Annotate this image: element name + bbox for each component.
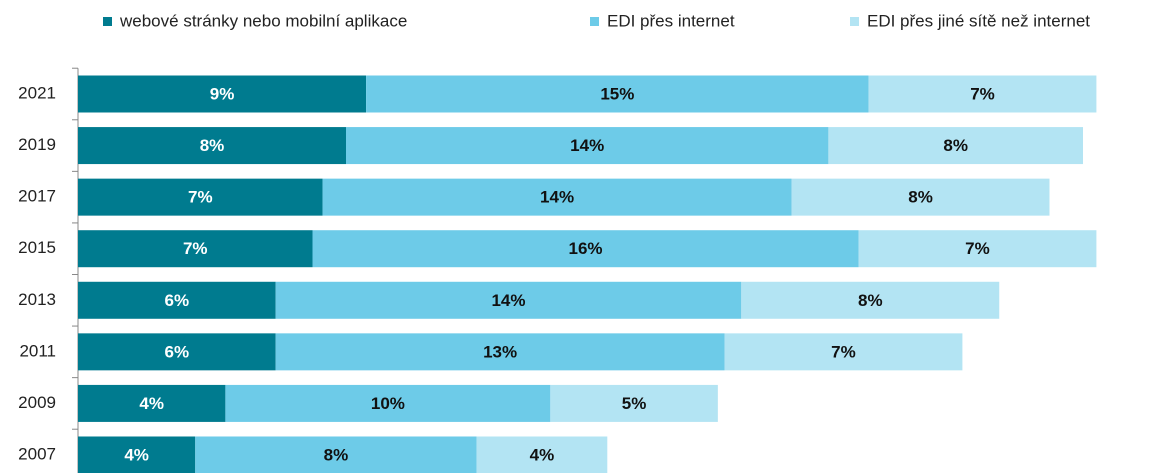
value-label: 7%: [970, 84, 995, 103]
bar-segment: [275, 281, 742, 319]
legend-label: EDI přes internet: [607, 11, 735, 30]
bar-segment: [858, 230, 1097, 268]
value-label: 14%: [570, 136, 604, 155]
bar-segment: [741, 281, 1000, 319]
legend-swatch: [590, 17, 599, 26]
y-tick-label: 2007: [18, 444, 56, 463]
bar-segment: [78, 75, 367, 113]
legend-swatch: [103, 17, 112, 26]
value-label: 7%: [831, 342, 856, 361]
value-label: 6%: [165, 342, 190, 361]
bar-segment: [476, 436, 608, 473]
bar-segment: [78, 436, 196, 473]
value-label: 4%: [124, 445, 149, 464]
y-tick-label: 2015: [18, 238, 56, 257]
y-tick-label: 2019: [18, 135, 56, 154]
value-label: 8%: [908, 188, 933, 207]
bar-segment: [78, 230, 313, 268]
bar-segment: [322, 178, 792, 216]
bar-segment: [78, 178, 323, 216]
value-label: 9%: [210, 84, 235, 103]
value-label: 5%: [622, 394, 647, 413]
legend-label: webové stránky nebo mobilní aplikace: [119, 11, 407, 30]
legend-label: EDI přes jiné sítě než internet: [867, 11, 1090, 30]
bar-segment: [78, 281, 276, 319]
bar-segment: [791, 178, 1050, 216]
bar-segment: [868, 75, 1097, 113]
bar-segment: [312, 230, 859, 268]
bar-segment: [275, 333, 725, 371]
y-tick-label: 2013: [18, 290, 56, 309]
value-label: 6%: [165, 291, 190, 310]
value-label: 14%: [491, 291, 525, 310]
bar-segment: [78, 333, 276, 371]
bar-segment: [225, 384, 551, 422]
bar-segment: [724, 333, 963, 371]
value-label: 8%: [858, 291, 883, 310]
y-tick-label: 2021: [18, 83, 56, 102]
value-label: 4%: [139, 394, 164, 413]
bar-segment: [828, 127, 1083, 165]
bar-segment: [78, 127, 346, 165]
value-label: 14%: [540, 188, 574, 207]
value-label: 8%: [943, 136, 968, 155]
value-label: 7%: [965, 239, 990, 258]
value-label: 8%: [200, 136, 225, 155]
value-label: 8%: [324, 445, 349, 464]
y-tick-label: 2017: [18, 187, 56, 206]
value-label: 7%: [188, 188, 213, 207]
bar-segment: [195, 436, 477, 473]
value-label: 7%: [183, 239, 208, 258]
legend-swatch: [850, 17, 859, 26]
y-tick-label: 2009: [18, 393, 56, 412]
bar-segment: [346, 127, 829, 165]
bar-segment: [366, 75, 869, 113]
bar-segment: [550, 384, 718, 422]
value-label: 16%: [569, 239, 603, 258]
value-label: 13%: [483, 342, 517, 361]
y-tick-label: 2011: [19, 341, 56, 360]
value-label: 4%: [530, 445, 555, 464]
value-label: 10%: [371, 394, 405, 413]
bar-segment: [78, 384, 226, 422]
value-label: 15%: [600, 84, 634, 103]
